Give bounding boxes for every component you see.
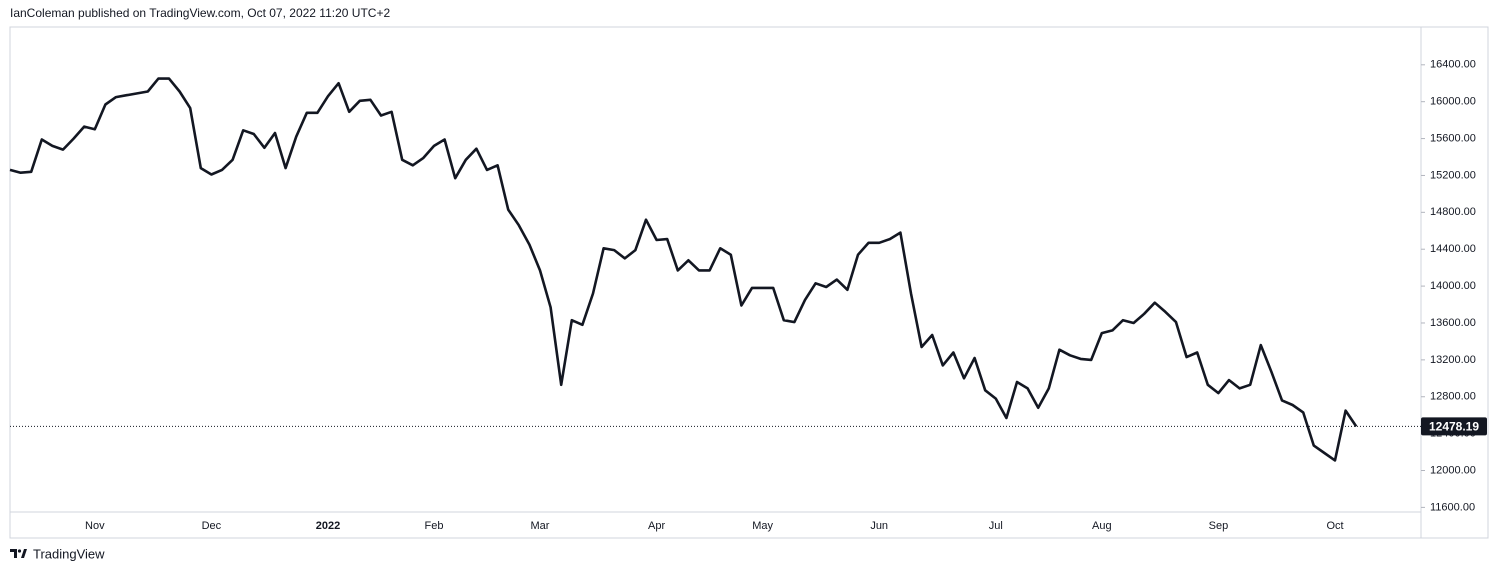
logo bbox=[10, 549, 27, 558]
y-tick-label: 11600.00 bbox=[1430, 501, 1475, 513]
y-tick-label: 14800.00 bbox=[1430, 206, 1476, 218]
x-tick-label: Nov bbox=[85, 520, 105, 532]
x-tick-label: Feb bbox=[425, 520, 444, 532]
x-tick-label: Jun bbox=[870, 520, 888, 532]
x-tick-label: Apr bbox=[648, 520, 665, 532]
x-tick-label: Aug bbox=[1092, 520, 1112, 532]
x-tick-label: Jul bbox=[989, 520, 1003, 532]
footer: TradingView bbox=[33, 546, 105, 561]
y-tick-label: 15200.00 bbox=[1430, 169, 1476, 181]
y-tick-label: 12000.00 bbox=[1430, 464, 1476, 476]
x-tick-label: May bbox=[752, 520, 773, 532]
y-tick-label: 13600.00 bbox=[1430, 317, 1476, 329]
x-tick-label: Dec bbox=[202, 520, 222, 532]
y-tick-label: 16000.00 bbox=[1430, 96, 1476, 108]
y-tick-label: 13200.00 bbox=[1430, 354, 1476, 366]
x-tick-label: Sep bbox=[1209, 520, 1229, 532]
x-tick-label: Mar bbox=[531, 520, 550, 532]
last-price-label: 12478.19 bbox=[1429, 420, 1479, 434]
y-tick-label: 15600.00 bbox=[1430, 132, 1476, 144]
x-tick-label: Oct bbox=[1326, 520, 1343, 532]
price-line bbox=[9, 77, 1358, 462]
y-tick-label: 16400.00 bbox=[1430, 59, 1476, 71]
last-price-box bbox=[1421, 417, 1487, 436]
y-tick-label: 12800.00 bbox=[1430, 391, 1476, 403]
frame bbox=[9, 26, 1489, 539]
y-tick-label: 14400.00 bbox=[1430, 243, 1476, 255]
y-tick-label: 14000.00 bbox=[1430, 280, 1476, 292]
header: IanColeman published on TradingView.com,… bbox=[10, 6, 390, 20]
x-tick-label: 2022 bbox=[316, 520, 340, 532]
